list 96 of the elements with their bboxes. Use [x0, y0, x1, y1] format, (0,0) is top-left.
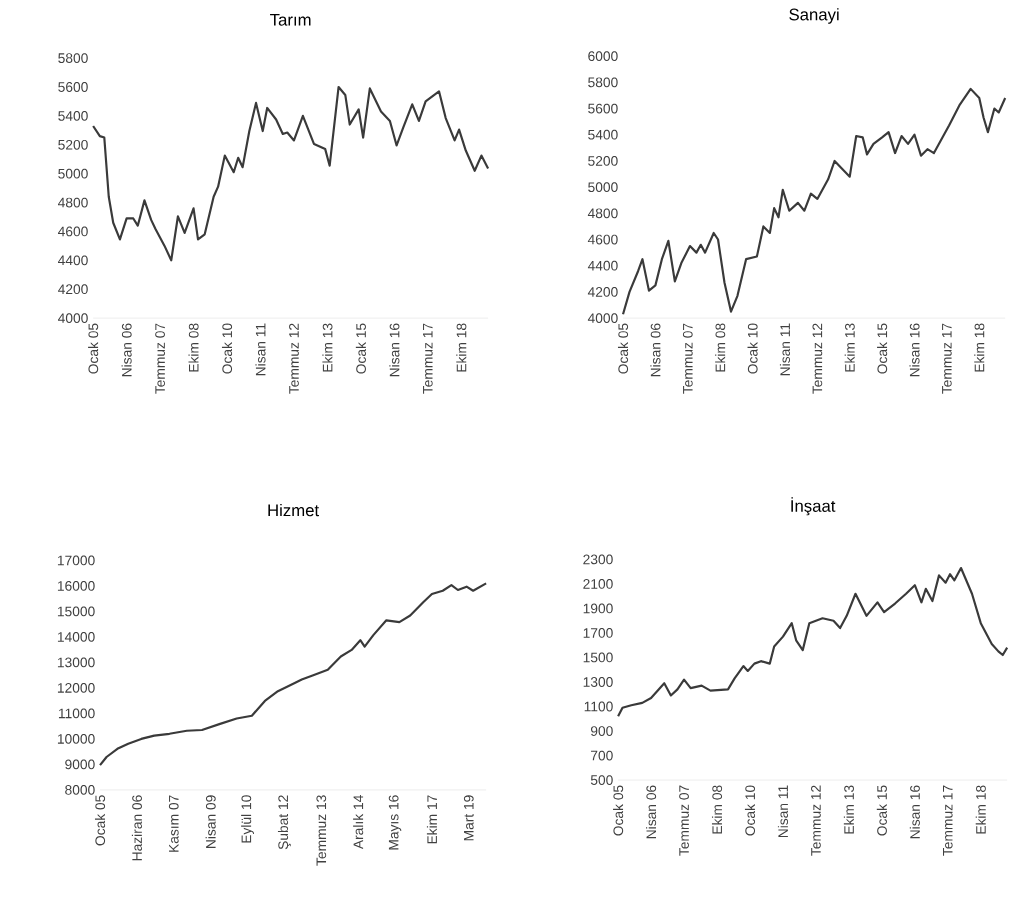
- x-tick-label: Ocak 15: [877, 323, 888, 374]
- y-tick-label: 12000: [57, 682, 95, 693]
- y-tick-label: 4400: [58, 255, 88, 266]
- y-tick-label: 5400: [58, 110, 88, 121]
- y-tick-label: 5600: [588, 103, 618, 114]
- y-tick-label: 5000: [588, 182, 618, 192]
- x-tick-label: Haziran 06: [131, 795, 142, 861]
- x-tick-label: Ocak 05: [617, 323, 629, 374]
- line-series: [621, 87, 1007, 316]
- chart-title: Hizmet: [268, 503, 319, 517]
- x-tick-label: Temmuz 12: [812, 323, 823, 394]
- x-tick-label: Nisan 11: [779, 323, 791, 376]
- y-tick-label: 4000: [58, 313, 88, 323]
- x-tick-label: Eylül 10: [241, 795, 254, 843]
- x-tick-label: Ocak 10: [221, 323, 233, 374]
- y-tick-label: 14000: [57, 631, 95, 642]
- y-tick-label: 10000: [57, 733, 95, 744]
- x-tick-label: Ekim 13: [843, 785, 854, 834]
- y-tick-label: 5600: [58, 82, 88, 92]
- x-tick-label: Temmuz 12: [811, 785, 821, 856]
- x-tick-label: Ocak 05: [88, 323, 99, 374]
- x-tick-label: Aralık 14: [353, 795, 364, 850]
- y-tick-label: 2100: [583, 579, 613, 589]
- x-tick-label: Temmuz 07: [682, 323, 693, 394]
- x-tick-label: Nisan 06: [650, 323, 661, 377]
- x-tick-label: Ekim 18: [974, 323, 985, 372]
- y-tick-label: 4400: [587, 260, 618, 271]
- x-tick-label: Kasım 07: [168, 795, 179, 852]
- x-tick-label: Şubat 12: [277, 795, 291, 850]
- y-tick-label: 4800: [58, 197, 88, 208]
- x-tick-label: Mart 19: [463, 795, 474, 841]
- chart-title: Tarım: [270, 14, 311, 26]
- y-tick-label: 9000: [65, 759, 95, 770]
- x-tick-label: Nisan 06: [121, 323, 132, 377]
- chart-title: Sanayi: [789, 8, 839, 24]
- x-tick-label: Nisan 11: [255, 323, 266, 376]
- x-tick-label: Temmuz 17: [942, 323, 952, 394]
- x-tick-label: Ekim 18: [456, 323, 467, 372]
- y-tick-label: 11000: [58, 708, 95, 719]
- x-tick-label: Ocak 10: [744, 785, 756, 836]
- y-tick-label: 5800: [588, 77, 618, 88]
- y-tick-label: 1500: [583, 652, 613, 663]
- y-tick-label: 4000: [587, 313, 618, 323]
- x-tick-label: Temmuz 17: [423, 323, 433, 394]
- x-tick-label: Nisan 16: [909, 785, 920, 839]
- y-tick-label: 1300: [583, 677, 613, 687]
- y-tick-label: 17000: [57, 555, 95, 566]
- x-tick-label: Nisan 06: [646, 785, 657, 839]
- y-tick-label: 500: [590, 775, 613, 785]
- x-tick-label: Ekim 13: [844, 323, 855, 372]
- y-tick-label: 1700: [583, 628, 613, 638]
- y-tick-label: 1900: [583, 603, 613, 614]
- y-tick-label: 5000: [58, 168, 88, 179]
- y-tick-label: 6000: [588, 51, 618, 61]
- x-tick-label: Ekim 17: [426, 795, 437, 844]
- y-tick-label: 4200: [58, 284, 88, 295]
- x-tick-label: Temmuz 07: [155, 323, 165, 394]
- y-tick-label: 5400: [588, 129, 618, 140]
- y-tick-label: 4800: [587, 208, 618, 219]
- y-tick-label: 4200: [587, 287, 618, 297]
- line-series: [92, 85, 490, 262]
- x-tick-label: Ocak 05: [94, 795, 106, 846]
- y-tick-label: 4600: [587, 234, 618, 245]
- x-tick-label: Ekim 08: [188, 323, 199, 372]
- x-tick-label: Mayıs 16: [388, 795, 402, 850]
- x-tick-label: Nisan 09: [205, 795, 216, 848]
- x-tick-label: Nisan 16: [909, 323, 920, 377]
- y-tick-label: 2300: [583, 554, 613, 565]
- x-tick-label: Ekim 08: [715, 323, 726, 372]
- y-tick-label: 5200: [588, 156, 618, 166]
- y-tick-label: 15000: [57, 606, 95, 617]
- y-tick-label: 5800: [58, 53, 88, 63]
- x-tick-label: Temmuz 12: [289, 323, 299, 394]
- x-tick-label: Ocak 05: [613, 785, 624, 836]
- x-tick-label: Temmuz 17: [943, 785, 953, 856]
- x-tick-label: Ekim 13: [322, 323, 333, 372]
- y-tick-label: 8000: [65, 784, 95, 795]
- x-tick-label: Nisan 11: [777, 785, 789, 838]
- line-series: [98, 582, 488, 767]
- x-tick-label: Ekim 08: [711, 785, 723, 834]
- y-tick-label: 4600: [58, 226, 88, 237]
- x-tick-label: Ocak 15: [876, 785, 887, 836]
- x-tick-label: Temmuz 07: [679, 785, 689, 856]
- y-tick-label: 1100: [584, 701, 613, 712]
- line-series: [617, 566, 1009, 718]
- x-tick-label: Ekim 18: [975, 785, 986, 834]
- y-tick-label: 900: [590, 726, 613, 736]
- x-tick-label: Nisan 16: [389, 323, 400, 377]
- y-tick-label: 700: [591, 750, 613, 761]
- y-tick-label: 5200: [58, 139, 88, 150]
- y-tick-label: 16000: [57, 581, 95, 591]
- x-tick-label: Temmuz 13: [316, 795, 327, 866]
- x-tick-label: Ocak 15: [355, 323, 366, 374]
- y-tick-label: 13000: [57, 657, 95, 668]
- chart-title: İnşaat: [791, 497, 836, 516]
- x-tick-label: Ocak 10: [747, 323, 758, 374]
